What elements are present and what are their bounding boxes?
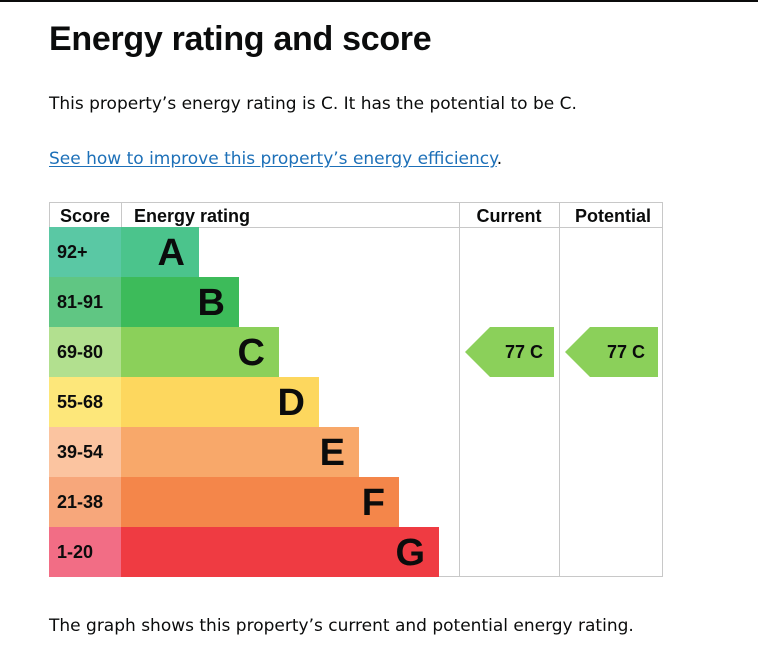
band-bar-c	[121, 327, 279, 377]
potential-rating-label: 77 C	[607, 342, 645, 362]
band-letter-a: A	[158, 232, 185, 274]
score-label-c: 69-80	[57, 342, 103, 362]
header-energy-rating: Energy rating	[134, 206, 250, 226]
page-title: Energy rating and score	[49, 20, 432, 58]
score-label-d: 55-68	[57, 392, 103, 412]
current-arrow	[465, 327, 554, 377]
band-letter-g: G	[395, 532, 425, 574]
header-score: Score	[60, 206, 110, 226]
top-border	[0, 0, 758, 2]
current-rating-label: 77 C	[505, 342, 543, 362]
improve-efficiency-link[interactable]: See how to improve this property’s energ…	[49, 149, 497, 169]
band-bar-d	[121, 377, 319, 427]
band-letter-e: E	[320, 432, 345, 474]
score-cell-a	[49, 227, 121, 277]
chart-caption: The graph shows this property’s current …	[49, 616, 634, 636]
score-cell-d	[49, 377, 121, 427]
header-potential: Potential	[575, 206, 651, 226]
band-bar-b	[121, 277, 239, 327]
band-letter-d: D	[278, 382, 305, 424]
improve-link-line: See how to improve this property’s energ…	[49, 149, 502, 169]
band-bar-e	[121, 427, 359, 477]
score-cell-c	[49, 327, 121, 377]
rating-bands: 92+ A 81-91 B 69-80 C 55-68 D 39-54 E 21-38 F 1-20 G	[49, 227, 439, 577]
score-label-b: 81-91	[57, 292, 103, 312]
chart-headers: Score Energy rating Current Potential	[60, 206, 651, 226]
score-cell-g	[49, 527, 121, 577]
potential-arrow	[565, 327, 658, 377]
rating-arrows: 77 C 77 C	[465, 327, 658, 377]
band-letter-b: B	[198, 282, 225, 324]
score-label-f: 21-38	[57, 492, 103, 512]
score-label-g: 1-20	[57, 542, 93, 562]
link-suffix: .	[496, 149, 503, 169]
band-bar-f	[121, 477, 399, 527]
band-letter-f: F	[362, 482, 385, 524]
score-cell-e	[49, 427, 121, 477]
score-cell-f	[49, 477, 121, 527]
band-bar-a	[121, 227, 199, 277]
band-bar-g	[121, 527, 439, 577]
rating-summary: This property’s energy rating is C. It h…	[49, 94, 577, 114]
score-label-e: 39-54	[57, 442, 103, 462]
score-label-a: 92+	[57, 242, 88, 262]
score-cell-b	[49, 277, 121, 327]
band-letter-c: C	[238, 332, 265, 374]
header-current: Current	[476, 206, 541, 226]
